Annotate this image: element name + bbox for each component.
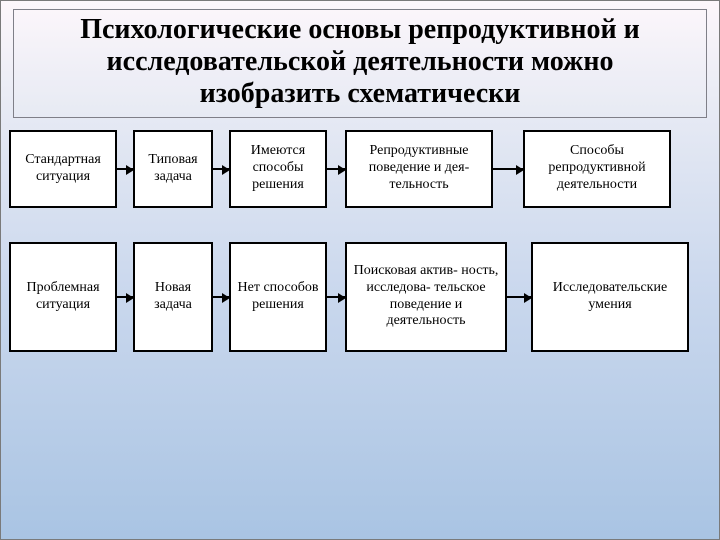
node-typical-task: Типовая задача [133,130,213,208]
arrow-icon [117,130,133,208]
page-title: Психологические основы репродуктивной и … [14,10,706,117]
node-problem-situation: Проблемная ситуация [9,242,117,352]
flow-row-top: Стандартная ситуация Типовая задача Имею… [9,130,711,208]
arrow-icon [507,242,531,352]
slide-root: Психологические основы репродуктивной и … [0,0,720,540]
flowchart-area: Стандартная ситуация Типовая задача Имею… [9,130,711,352]
node-reproductive-behavior: Репродуктивные поведение и дея- тельност… [345,130,493,208]
flow-row-bottom: Проблемная ситуация Новая задача Нет спо… [9,242,711,352]
node-exploratory-activity: Поисковая актив- ность, исследова- тельс… [345,242,507,352]
node-standard-situation: Стандартная ситуация [9,130,117,208]
arrow-icon [327,130,345,208]
arrow-icon [493,130,523,208]
node-reproductive-methods: Способы репродуктивной деятельности [523,130,671,208]
node-research-skills: Исследовательские умения [531,242,689,352]
arrow-icon [327,242,345,352]
title-container: Психологические основы репродуктивной и … [13,9,707,118]
arrow-icon [213,130,229,208]
node-new-task: Новая задача [133,242,213,352]
node-no-solutions: Нет способов решения [229,242,327,352]
node-has-solutions: Имеются способы решения [229,130,327,208]
arrow-icon [213,242,229,352]
arrow-icon [117,242,133,352]
